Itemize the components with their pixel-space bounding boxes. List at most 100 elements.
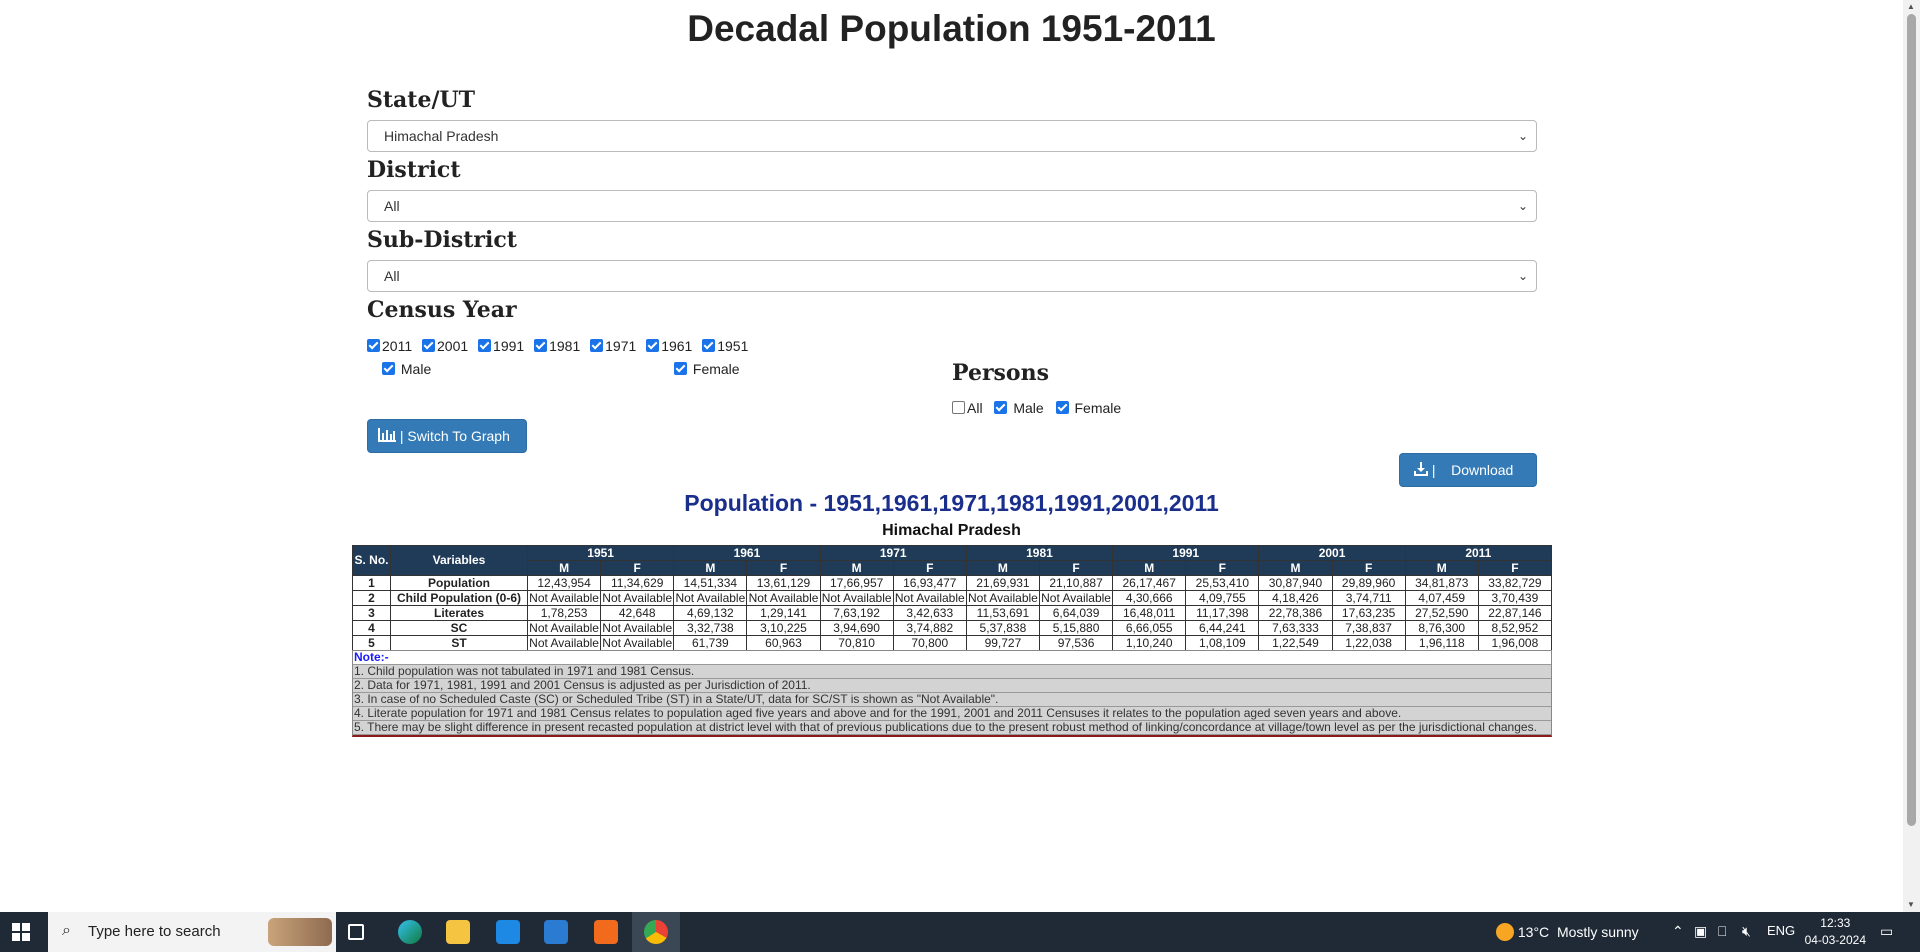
- female-checkbox[interactable]: Female: [674, 361, 740, 377]
- year-checkbox-1961[interactable]: 1961: [646, 338, 692, 354]
- switch-to-graph-button[interactable]: | Switch To Graph: [367, 419, 527, 453]
- district-select[interactable]: All ⌄: [367, 190, 1537, 222]
- table-cell: 70,810: [819, 635, 894, 651]
- table-cell: 11,17,398: [1185, 605, 1260, 621]
- table-cell: 3,10,225: [746, 620, 821, 636]
- col-male: M: [526, 560, 602, 576]
- table-cell: 34,81,873: [1404, 575, 1479, 591]
- district-select-value: All: [384, 198, 400, 214]
- notes-heading: Note:-: [353, 651, 1551, 665]
- table-cell: 3,74,711: [1331, 590, 1406, 606]
- state-select[interactable]: Himachal Pradesh ⌄: [367, 120, 1537, 152]
- row-variable: SC: [390, 620, 528, 636]
- table-cell: 7,38,837: [1331, 620, 1406, 636]
- row-variable: Child Population (0-6): [390, 590, 528, 606]
- year-checkbox-2011[interactable]: 2011: [367, 338, 412, 354]
- download-button[interactable]: | Download: [1399, 453, 1537, 487]
- checkbox-checked-icon: [534, 339, 548, 352]
- year-checkbox-1971[interactable]: 1971: [590, 338, 636, 354]
- note-item: 5. There may be slight difference in pre…: [353, 721, 1551, 735]
- table-cell: 3,94,690: [819, 620, 894, 636]
- task-view-icon[interactable]: [348, 924, 364, 940]
- row-sno: 2: [352, 590, 391, 606]
- male-checkbox[interactable]: Male: [382, 361, 431, 377]
- census-year-label: Census Year: [367, 297, 517, 323]
- table-cell: 12,43,954: [526, 575, 602, 591]
- scrollbar-thumb[interactable]: [1907, 14, 1916, 826]
- table-row: 2 Child Population (0-6) Not Available Not …: [352, 590, 1553, 606]
- checkbox-checked-icon: [702, 339, 716, 352]
- table-cell: 60,963: [746, 635, 821, 651]
- xampp-icon[interactable]: [594, 920, 618, 944]
- scroll-down-icon[interactable]: ▼: [1907, 900, 1915, 909]
- chevron-down-icon: ⌄: [1517, 269, 1528, 283]
- chevron-down-icon: ⌄: [1517, 129, 1528, 143]
- tray-chevron-up-icon[interactable]: ⌃: [1672, 923, 1684, 939]
- vscode-icon[interactable]: [544, 920, 568, 944]
- chrome-icon: [644, 920, 668, 944]
- table-row: 1 Population 12,43,954 11,34,629 14,51,334 13…: [352, 575, 1553, 591]
- table-cell: 1,78,253: [526, 605, 602, 621]
- table-cell: Not Available: [600, 620, 675, 636]
- table-cell: 7,63,192: [819, 605, 894, 621]
- col-female: F: [1477, 560, 1553, 576]
- volume-muted-icon[interactable]: 🔇︎: [1742, 923, 1751, 939]
- table-cell: 6,66,055: [1112, 620, 1187, 636]
- table-cell: 4,30,666: [1112, 590, 1187, 606]
- table-cell: 1,10,240: [1112, 635, 1187, 651]
- col-male: M: [1404, 560, 1479, 576]
- subdistrict-select[interactable]: All ⌄: [367, 260, 1537, 292]
- file-explorer-icon[interactable]: [446, 920, 470, 944]
- table-cell: 70,800: [892, 635, 967, 651]
- filter-form: State/UT Himachal Pradesh ⌄ District All…: [367, 80, 1537, 330]
- edge-browser-icon[interactable]: [398, 920, 422, 944]
- windows-start-icon[interactable]: [12, 923, 30, 941]
- bar-chart-icon: [378, 428, 396, 442]
- row-sno: 5: [352, 635, 391, 651]
- table-cell: 1,29,141: [746, 605, 821, 621]
- year-checkbox-1981[interactable]: 1981: [534, 338, 580, 354]
- row-variable: Population: [390, 575, 528, 591]
- col-female: F: [1038, 560, 1114, 576]
- table-cell: 4,18,426: [1258, 590, 1333, 606]
- year-checkbox-1991[interactable]: 1991: [478, 338, 524, 354]
- sun-icon: [1496, 923, 1514, 941]
- clock-date: 04-03-2024: [1804, 933, 1866, 947]
- system-clock[interactable]: 12:33 04-03-2024: [1805, 915, 1866, 949]
- population-table: S. No. Variables 1951 1961 1971 1981 199…: [352, 545, 1553, 651]
- persons-female-checkbox[interactable]: Female: [1055, 400, 1121, 416]
- year-checkbox-2001[interactable]: 2001: [422, 338, 468, 354]
- scroll-up-icon[interactable]: ▲: [1907, 2, 1915, 11]
- note-item: 1. Child population was not tabulated in…: [353, 665, 1551, 679]
- notification-icon[interactable]: ▭: [1880, 923, 1894, 939]
- table-cell: 21,69,931: [965, 575, 1040, 591]
- taskbar-search[interactable]: ⌕ Type here to search: [48, 912, 336, 952]
- clock-time: 12:33: [1820, 916, 1851, 930]
- col-male: M: [819, 560, 894, 576]
- year-checkbox-1951[interactable]: 1951: [702, 338, 748, 354]
- table-cell: 26,17,467: [1112, 575, 1187, 591]
- table-cell: 11,34,629: [600, 575, 675, 591]
- table-cell: 1,96,118: [1404, 635, 1479, 651]
- taskbar: ⌕ Type here to search 13°C Mostly sunny …: [0, 912, 1920, 952]
- table-cell: Not Available: [892, 590, 967, 606]
- page-scrollbar[interactable]: ▲ ▼: [1903, 0, 1920, 912]
- persons-male-checkbox[interactable]: Male: [994, 400, 1044, 416]
- browser-page: Decadal Population 1951-2011 State/UT Hi…: [0, 0, 1903, 912]
- table-cell: 17,63,235: [1331, 605, 1406, 621]
- col-sno: S. No.: [352, 545, 391, 576]
- table-cell: 61,739: [673, 635, 748, 651]
- meet-now-icon[interactable]: ▣: [1694, 923, 1708, 939]
- persons-all-checkbox[interactable]: All: [952, 400, 983, 416]
- mail-icon[interactable]: [496, 920, 520, 944]
- table-cell: Not Available: [600, 590, 675, 606]
- table-cell: 5,37,838: [965, 620, 1040, 636]
- language-indicator[interactable]: ENG: [1767, 923, 1796, 938]
- chrome-taskbar-active[interactable]: [632, 912, 680, 952]
- page-title: Decadal Population 1951-2011: [687, 8, 1216, 49]
- col-year: 1951: [526, 545, 675, 561]
- weather-widget[interactable]: 13°C Mostly sunny: [1496, 923, 1639, 941]
- note-item: 3. In case of no Scheduled Caste (SC) or…: [353, 693, 1551, 707]
- table-cell: 17,66,957: [819, 575, 894, 591]
- network-icon[interactable]: ⎕: [1718, 923, 1727, 939]
